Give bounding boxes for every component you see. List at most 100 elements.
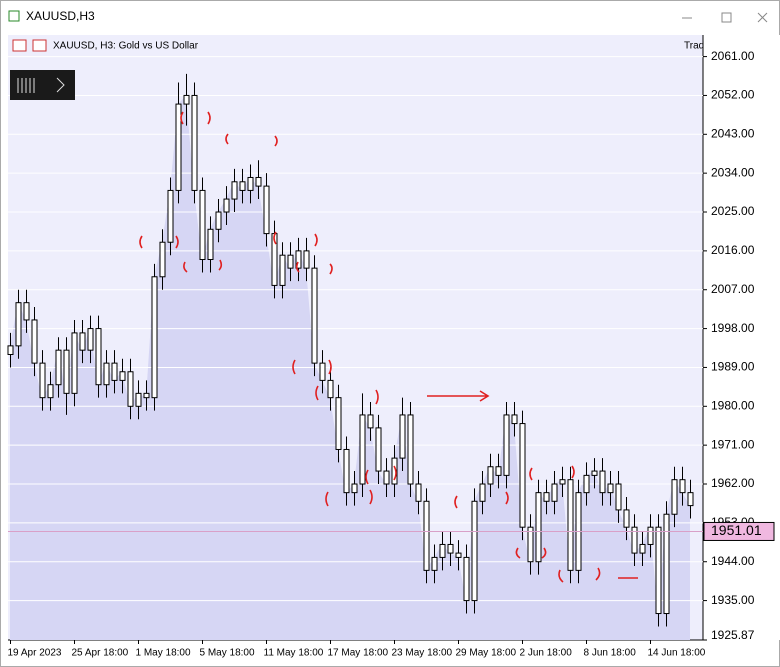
candle-body	[647, 526, 654, 545]
candle-body	[583, 474, 590, 494]
candle-body	[95, 328, 102, 386]
candle-body	[463, 556, 470, 602]
x-tick-label: 23 May 18:00	[392, 648, 453, 659]
candle-body	[63, 349, 70, 394]
candle-body	[119, 371, 126, 381]
candle-body	[495, 466, 502, 476]
candle-body	[183, 94, 190, 105]
candle-body	[151, 276, 158, 399]
x-tick-label: 2 Jun 18:00	[520, 648, 573, 659]
candle-body	[599, 470, 606, 494]
candle-body	[47, 384, 54, 399]
current-price-label: 1951.01	[711, 522, 762, 538]
candle-body	[295, 250, 302, 269]
candle-body	[303, 250, 310, 269]
candle-body	[87, 328, 94, 351]
candle-body	[591, 470, 598, 476]
candle-body	[71, 332, 78, 394]
candle-body	[431, 556, 438, 571]
y-tick-label: 2043.00	[711, 126, 755, 140]
candle-body	[655, 526, 662, 615]
candle-body	[135, 392, 142, 407]
window-icon	[8, 10, 20, 22]
y-tick-label: 1962.00	[711, 476, 755, 490]
candle-body	[511, 414, 518, 425]
x-tick-label: 19 Apr 2023	[8, 648, 62, 659]
close-button[interactable]	[757, 12, 768, 23]
candle-body	[239, 181, 246, 191]
x-tick-label: 17 May 18:00	[328, 648, 389, 659]
candle-body	[143, 392, 150, 399]
candle-body	[359, 414, 366, 485]
candle-body	[327, 379, 334, 399]
candle-body	[255, 176, 262, 187]
corner-text: Trad	[684, 41, 704, 52]
candle-body	[623, 509, 630, 528]
x-tick-label: 29 May 18:00	[456, 648, 517, 659]
panel-toggle-icon	[17, 77, 65, 93]
y-tick-label: 2025.00	[711, 204, 755, 218]
chart-title: XAUUSD, H3: Gold vs US Dollar	[53, 41, 199, 52]
candle-body	[199, 189, 206, 261]
candle-body	[263, 185, 270, 235]
candle-body	[671, 479, 678, 515]
candle-body	[223, 198, 230, 213]
candle-body	[247, 176, 254, 191]
chart-icon	[12, 39, 27, 52]
current-price-box	[703, 521, 775, 541]
panel-toggle[interactable]	[10, 70, 75, 100]
y-tick-label: 2016.00	[711, 243, 755, 257]
candle-body	[23, 302, 30, 321]
y-tick-label: 1989.00	[711, 360, 755, 374]
candle-body	[279, 254, 286, 286]
candle-body	[167, 189, 174, 243]
candle-body	[383, 470, 390, 485]
y-tick-label: 2061.00	[711, 49, 755, 63]
candle-body	[191, 94, 198, 191]
y-tick-label: 2052.00	[711, 88, 755, 102]
candle-body	[687, 492, 694, 507]
y-tick-label: 1925.87	[711, 628, 755, 642]
x-tick-label: 25 Apr 18:00	[72, 648, 129, 659]
candle-body	[471, 500, 478, 602]
candle-body	[503, 414, 510, 476]
candle-body	[127, 371, 134, 407]
x-tick-label: 8 Jun 18:00	[584, 648, 637, 659]
x-tick-label: 11 May 18:00	[264, 648, 324, 659]
candle-body	[335, 397, 342, 450]
candle-body	[15, 302, 22, 347]
y-tick-label: 2007.00	[711, 282, 755, 296]
candle-body	[423, 500, 430, 571]
candle-body	[159, 241, 166, 278]
candle-body	[551, 483, 558, 502]
candle-body	[479, 483, 486, 502]
candle-body	[631, 526, 638, 554]
y-tick-label: 1935.00	[711, 593, 755, 607]
candle-body	[607, 483, 614, 494]
candle-body	[455, 552, 462, 558]
candle-body	[31, 319, 38, 364]
y-tick-label: 2034.00	[711, 165, 755, 179]
candle-body	[319, 362, 326, 381]
y-tick-label: 1980.00	[711, 398, 755, 412]
candle-body	[79, 332, 86, 351]
x-tick-label: 5 May 18:00	[200, 648, 255, 659]
candle-body	[639, 543, 646, 554]
candle-body	[103, 362, 110, 386]
maximize-button[interactable]	[721, 12, 732, 23]
candle-body	[567, 479, 574, 571]
chart-icon	[32, 39, 47, 52]
x-tick-label: 1 May 18:00	[136, 648, 191, 659]
candle-body	[663, 513, 670, 615]
window-title: XAUUSD,H3	[26, 9, 95, 23]
candle-body	[527, 526, 534, 563]
annotations	[139, 111, 638, 583]
y-tick-label: 1998.00	[711, 321, 755, 335]
candle-body	[311, 267, 318, 364]
candle-body	[543, 492, 550, 502]
candle-body	[7, 345, 14, 355]
candle-body	[447, 543, 454, 554]
candle-body	[535, 492, 542, 563]
candle-body	[519, 423, 526, 528]
